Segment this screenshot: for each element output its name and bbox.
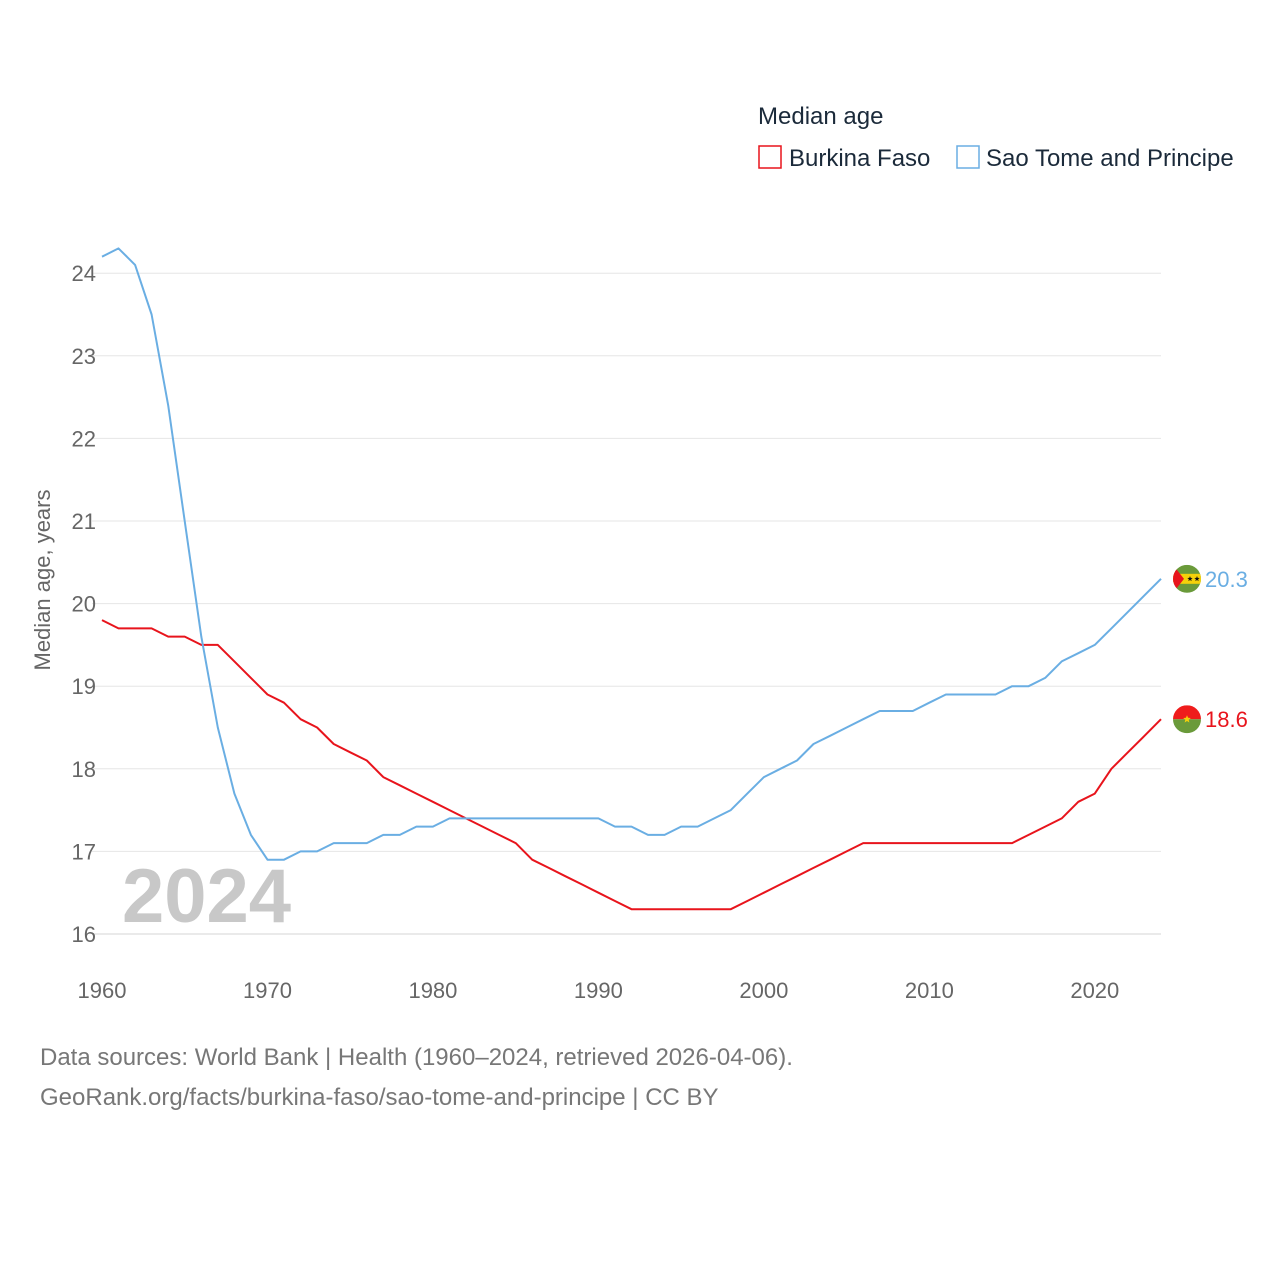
x-tick-label: 1970 [243, 978, 292, 1003]
legend-label-burkina-faso[interactable]: Burkina Faso [789, 145, 930, 172]
year-watermark: 2024 [122, 854, 291, 939]
y-tick-label: 24 [72, 261, 96, 286]
y-tick-label: 23 [72, 344, 96, 369]
end-markers: 18.6 20.3 [1173, 565, 1248, 733]
legend-label-sao-tome-and-principe[interactable]: Sao Tome and Principe [986, 145, 1234, 172]
series-line-sao-tome-and-principe[interactable] [102, 248, 1161, 859]
y-tick-label: 21 [72, 509, 96, 534]
y-axis-label: Median age, years [30, 490, 55, 671]
y-tick-label: 19 [72, 674, 96, 699]
y-tick-label: 17 [72, 839, 96, 864]
median-age-chart: Median age Burkina Faso Sao Tome and Pri… [0, 0, 1280, 1040]
legend-swatch-burkina-faso[interactable] [759, 146, 781, 168]
series-lines [102, 248, 1161, 909]
x-tick-label: 1980 [408, 978, 457, 1003]
x-tick-label: 2020 [1070, 978, 1119, 1003]
legend: Median age Burkina Faso Sao Tome and Pri… [758, 103, 1234, 172]
y-tick-label: 20 [72, 592, 96, 617]
y-tick-label: 22 [72, 426, 96, 451]
x-axis-ticks: 1960 1970 1980 1990 2000 2010 2020 [78, 978, 1120, 1003]
y-axis-ticks: 16 17 18 19 20 21 22 23 24 [72, 261, 96, 947]
legend-title: Median age [758, 103, 883, 130]
y-tick-label: 18 [72, 757, 96, 782]
x-tick-label: 2000 [739, 978, 788, 1003]
x-tick-label: 2010 [905, 978, 954, 1003]
y-tick-label: 16 [72, 922, 96, 947]
burkina-faso-flag-icon [1173, 705, 1201, 733]
end-value-burkina-faso: 18.6 [1205, 707, 1248, 732]
sao-tome-and-principe-flag-icon [1173, 565, 1201, 593]
x-tick-label: 1960 [78, 978, 127, 1003]
end-value-sao-tome-and-principe: 20.3 [1205, 567, 1248, 592]
x-tick-label: 1990 [574, 978, 623, 1003]
footer-sources: Data sources: World Bank | Health (1960–… [40, 1044, 793, 1072]
footer-link[interactable]: GeoRank.org/facts/burkina-faso/sao-tome-… [40, 1084, 719, 1112]
legend-swatch-sao-tome-and-principe[interactable] [957, 146, 979, 168]
gridlines [92, 273, 1161, 934]
